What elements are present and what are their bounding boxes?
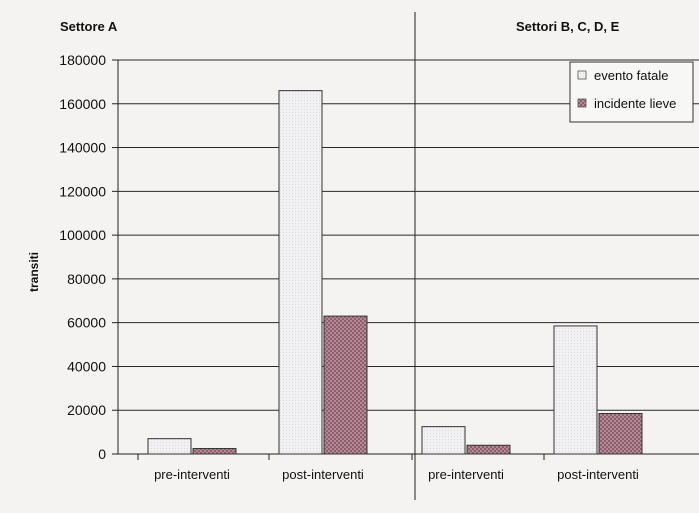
x-category-label: pre-interventi [154, 467, 230, 482]
bar-incidente-lieve [323, 315, 368, 455]
bar-incidente-lieve [466, 444, 511, 455]
y-tick-label: 40000 [67, 358, 106, 374]
bar-evento-fatale [278, 90, 323, 455]
bar-evento-fatale [553, 325, 598, 455]
y-tick-label: 20000 [67, 402, 106, 418]
y-axis-label: transiti [27, 252, 41, 292]
labels: transiti 0 20000 40000 60000 80000 100000 1200… [27, 19, 639, 482]
legend: evento fatale incidente lieve [569, 61, 694, 123]
legend-swatch-evento-fatale [577, 70, 587, 80]
legend-label-evento-fatale: evento fatale [594, 68, 668, 83]
legend-label-incidente-lieve: incidente lieve [594, 96, 676, 111]
y-tick-label: 180000 [59, 52, 106, 68]
bar-incidente-lieve [598, 413, 643, 455]
legend-box [569, 61, 694, 123]
x-category-label: post-interventi [557, 467, 639, 482]
y-tick-label: 0 [98, 446, 106, 462]
x-category-label: pre-interventi [428, 467, 504, 482]
bar-incidente-lieve [192, 448, 237, 455]
legend-swatch-incidente-lieve [577, 98, 587, 108]
y-tick-label: 140000 [59, 140, 106, 156]
y-tick-label: 100000 [59, 227, 106, 243]
panel-title: Settori B, C, D, E [516, 19, 620, 34]
y-tick-label: 160000 [59, 96, 106, 112]
y-tick-label: 120000 [59, 183, 106, 199]
x-category-label: post-interventi [282, 467, 364, 482]
y-tick-label: 60000 [67, 315, 106, 331]
gridlines [118, 59, 699, 411]
panel-title: Settore A [60, 19, 118, 34]
bar-evento-fatale [421, 426, 466, 455]
bars [147, 90, 643, 455]
bar-evento-fatale [147, 438, 192, 455]
y-tick-label: 80000 [67, 271, 106, 287]
